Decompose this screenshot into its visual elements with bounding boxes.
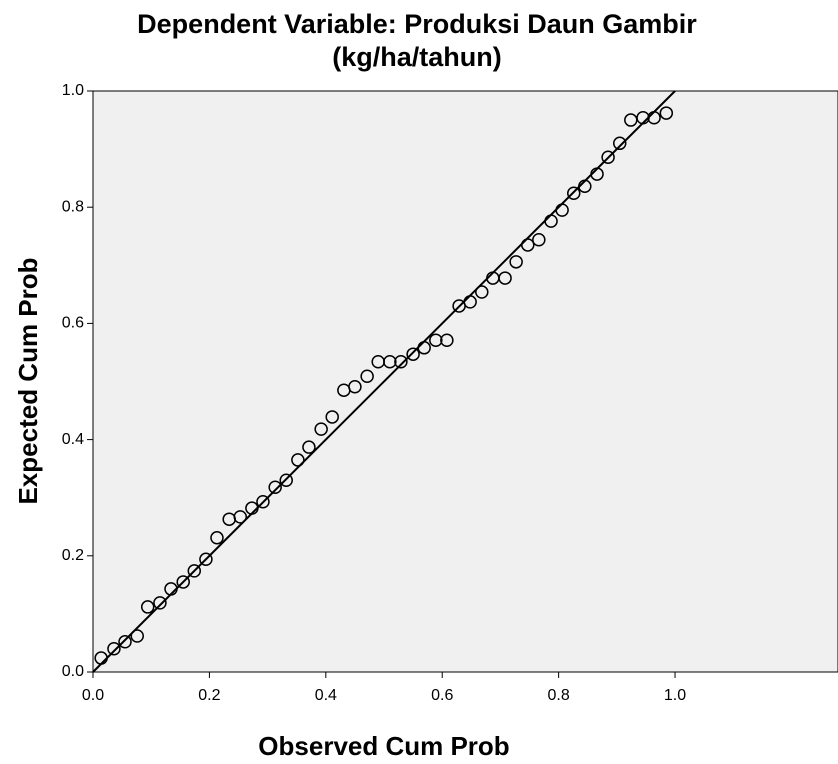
- point: [94, 651, 108, 665]
- point: [325, 410, 339, 424]
- plot-area: [92, 90, 838, 673]
- point: [176, 575, 190, 589]
- y-tick-label: 0.4: [62, 431, 84, 448]
- point: [659, 106, 674, 120]
- point: [636, 110, 650, 125]
- point: [268, 480, 282, 494]
- y-axis-label: Expected Cum Prob: [13, 257, 43, 504]
- point: [475, 285, 489, 299]
- point: [348, 379, 362, 394]
- x-tick-label: 1.0: [664, 687, 686, 704]
- point: [601, 150, 615, 164]
- point: [555, 203, 569, 217]
- point: [417, 341, 431, 355]
- y-tick-label: 0.2: [62, 547, 84, 564]
- point: [279, 473, 293, 488]
- point: [394, 354, 408, 369]
- y-tick-label: 0.0: [62, 663, 84, 680]
- point: [383, 354, 397, 369]
- point: [199, 552, 213, 567]
- y-tick-label: 1.0: [62, 82, 84, 99]
- point: [498, 271, 512, 285]
- point: [612, 136, 627, 151]
- point: [532, 232, 546, 247]
- point: [107, 642, 121, 656]
- x-axis-label: Observed Cum Prob: [258, 731, 509, 761]
- point: [406, 347, 420, 361]
- point: [164, 582, 178, 596]
- point: [140, 600, 155, 614]
- chart-title: Dependent Variable: Produksi Daun Gambir: [137, 9, 697, 39]
- y-tick-label: 0.8: [62, 198, 84, 215]
- point: [314, 422, 328, 436]
- point: [567, 186, 581, 201]
- x-tick-label: 0.8: [548, 687, 570, 704]
- point: [521, 238, 535, 252]
- x-tick-label: 0.4: [315, 687, 337, 704]
- point: [245, 501, 259, 515]
- point: [463, 295, 477, 309]
- chart-title: (kg/ha/tahun): [332, 42, 502, 72]
- point: [118, 635, 132, 649]
- point: [544, 214, 558, 228]
- point: [187, 564, 202, 578]
- point: [590, 167, 604, 181]
- point: [291, 453, 305, 467]
- point: [429, 333, 443, 347]
- point: [153, 596, 167, 610]
- point: [233, 510, 248, 524]
- point: [360, 369, 374, 384]
- point: [578, 179, 592, 194]
- x-tick-label: 0.6: [431, 687, 453, 704]
- point: [210, 531, 224, 545]
- point: [256, 495, 270, 509]
- point: [647, 110, 661, 125]
- y-tick-label: 0.6: [62, 315, 84, 332]
- point: [440, 333, 454, 347]
- point: [509, 255, 523, 269]
- x-tick-label: 0.2: [198, 687, 220, 704]
- point: [130, 629, 144, 643]
- x-tick-label: 0.0: [82, 687, 104, 704]
- point: [302, 440, 316, 454]
